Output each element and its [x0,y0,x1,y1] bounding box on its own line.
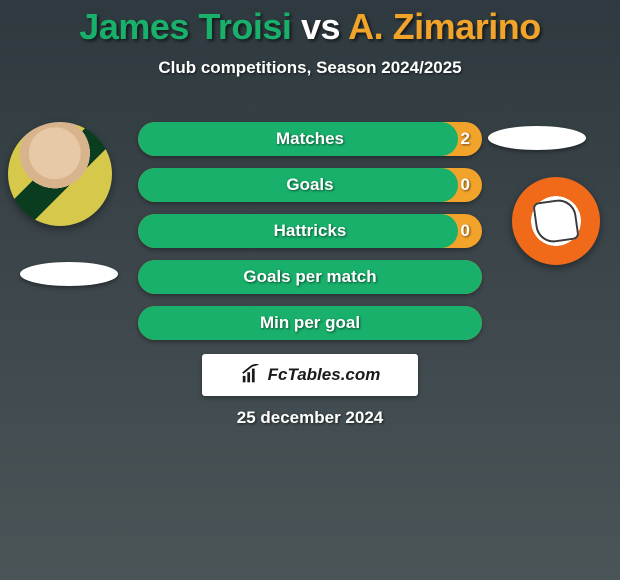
player1-avatar [8,122,112,226]
brand-box: FcTables.com [202,354,418,396]
stat-label: Matches [138,122,482,156]
player2-name: A. Zimarino [348,6,541,47]
stat-bar: Goals per match [138,260,482,294]
stat-label: Goals [138,168,482,202]
footer-date: 25 december 2024 [0,408,620,428]
stat-value-right: 0 [461,214,470,248]
player1-flag [20,262,118,286]
subtitle: Club competitions, Season 2024/2025 [0,58,620,78]
stat-label: Goals per match [138,260,482,294]
stat-bar: Hattricks 0 [138,214,482,248]
vs-text: vs [301,6,340,47]
comparison-title: James Troisi vs A. Zimarino [0,0,620,48]
player2-flag [488,126,586,150]
chart-icon [240,364,262,386]
brand-text: FcTables.com [268,365,381,385]
player1-name: James Troisi [79,6,291,47]
stat-bar: Min per goal [138,306,482,340]
stat-bars: Matches 2 Goals 0 Hattricks 0 Goals per … [138,122,482,352]
stat-label: Hattricks [138,214,482,248]
player2-club-crest [512,177,600,265]
stat-bar: Goals 0 [138,168,482,202]
stat-value-right: 0 [461,168,470,202]
stat-label: Min per goal [138,306,482,340]
stat-bar: Matches 2 [138,122,482,156]
stat-value-right: 2 [461,122,470,156]
